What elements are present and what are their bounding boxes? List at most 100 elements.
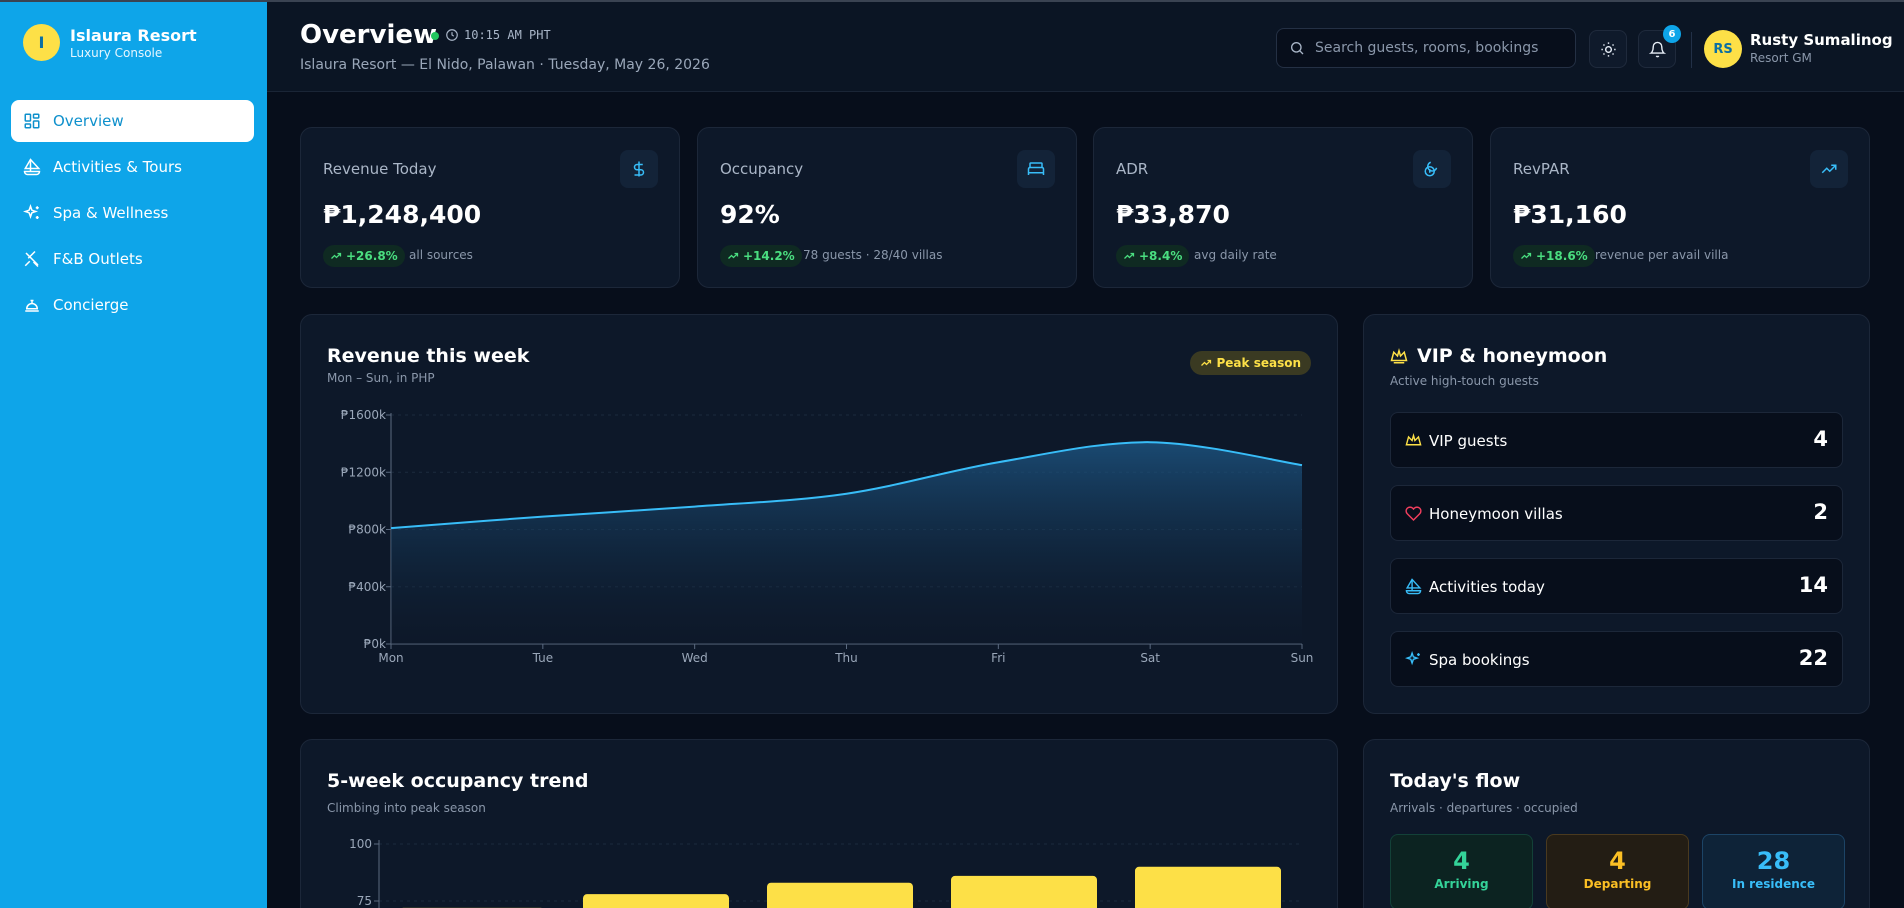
card-title: Today's flow	[1390, 770, 1521, 792]
sidebar-item-label: Spa & Wellness	[53, 204, 169, 222]
coins-icon	[1424, 161, 1438, 177]
stat-label: Departing	[1583, 877, 1652, 891]
chart-title: Revenue this week	[327, 345, 530, 367]
bed-icon	[1027, 162, 1045, 175]
kpi-value: ₱33,870	[1116, 200, 1230, 229]
list-item-count: 14	[1798, 573, 1828, 597]
page-title: Overview	[300, 20, 438, 50]
notifications-button[interactable]: 6	[1638, 25, 1681, 68]
y-tick-label: ₱1600k	[341, 408, 386, 422]
stat-value: 4	[1609, 847, 1626, 875]
trend-up-icon	[728, 252, 739, 259]
heart-icon	[1405, 506, 1422, 522]
kpi-icon-wrapper	[1017, 150, 1055, 188]
search-input[interactable]	[1315, 40, 1565, 56]
sparkles-icon	[1405, 651, 1420, 666]
kpi-note: avg daily rate	[1194, 248, 1277, 262]
y-tick-label: ₱0k	[364, 637, 386, 651]
kpi-label: Revenue Today	[323, 160, 437, 178]
kpi-label: Occupancy	[720, 160, 804, 178]
sidebar-item-concierge[interactable]: Concierge	[11, 284, 254, 326]
kpi-icon-wrapper	[620, 150, 658, 188]
list-item-label: Honeymoon villas	[1429, 505, 1563, 523]
avatar[interactable]: RS	[1704, 30, 1742, 68]
kpi-delta-value: +18.6%	[1536, 249, 1588, 263]
badge-label: Peak season	[1216, 356, 1302, 370]
stat-label: Arriving	[1434, 877, 1489, 891]
stat-label: In residence	[1731, 877, 1816, 891]
x-tick-label: Thu	[834, 651, 858, 665]
x-tick-label: Sun	[1291, 651, 1314, 665]
bell-icon	[1648, 41, 1666, 57]
sidebar-item-label: Concierge	[53, 296, 129, 314]
kpi-icon-wrapper	[1413, 150, 1451, 188]
concierge-bell-icon	[25, 299, 39, 312]
sidebar-item-overview[interactable]: Overview	[11, 100, 254, 142]
current-time: 10:15 AM PHT	[464, 28, 551, 42]
todays-flow-card: Today's flow Arrivals · departures · occ…	[1363, 739, 1870, 908]
x-tick-label: Mon	[378, 651, 403, 665]
stat-value: 4	[1453, 847, 1470, 875]
kpi-card-occupancy: Occupancy 92% +14.2% 78 guests · 28/40 v…	[697, 127, 1077, 288]
trend-up-icon	[1821, 164, 1837, 174]
list-item[interactable]: Spa bookings 22	[1390, 631, 1843, 687]
search-bar[interactable]	[1276, 28, 1576, 68]
x-tick-label: Fri	[991, 651, 1005, 665]
kpi-label: RevPAR	[1513, 160, 1570, 178]
sidebar: I Islaura Resort Luxury Console Overview…	[0, 2, 267, 908]
kpi-delta-value: +8.4%	[1139, 249, 1183, 263]
trend-up-icon	[1124, 252, 1135, 259]
kpi-delta-value: +26.8%	[346, 249, 398, 263]
x-tick-label: Tue	[532, 651, 554, 665]
trend-up-icon	[331, 252, 342, 259]
y-tick-label: 100	[349, 837, 372, 851]
list-item-count: 2	[1813, 500, 1828, 524]
y-tick-label: 75	[357, 894, 372, 908]
utensils-icon	[24, 250, 39, 268]
sun-icon	[1600, 41, 1616, 57]
theme-toggle-button[interactable]	[1589, 30, 1627, 68]
list-item[interactable]: Activities today 14	[1390, 558, 1843, 614]
kpi-delta-badge: +18.6%	[1513, 245, 1595, 267]
user-role: Resort GM	[1750, 51, 1812, 65]
trend-up-icon	[1521, 252, 1532, 259]
sparkles-icon	[23, 204, 39, 220]
clock-icon	[446, 29, 458, 41]
kpi-card-adr: ADR ₱33,870 +8.4% avg daily rate	[1093, 127, 1473, 288]
kpi-card-revenue: Revenue Today ₱1,248,400 +26.8% all sour…	[300, 127, 680, 288]
kpi-icon-wrapper	[1810, 150, 1848, 188]
user-name: Rusty Sumalinog	[1750, 31, 1893, 49]
list-item-label: Activities today	[1429, 578, 1545, 596]
y-tick-label: ₱400k	[349, 580, 387, 594]
sidebar-item-activities[interactable]: Activities & Tours	[11, 146, 254, 188]
revenue-area-chart: ₱0k ₱400k ₱800k ₱1200k ₱1600k Mon Tue Wed Thu Fri…	[341, 408, 1314, 665]
list-item[interactable]: Honeymoon villas 2	[1390, 485, 1843, 541]
sidebar-item-fnb[interactable]: F&B Outlets	[11, 238, 254, 280]
brand: I Islaura Resort Luxury Console	[23, 24, 197, 61]
sidebar-nav: Overview Activities & Tours Spa & Wellne…	[11, 100, 254, 330]
kpi-delta-badge: +26.8%	[323, 245, 405, 267]
sidebar-item-label: F&B Outlets	[53, 250, 143, 268]
list-item-count: 4	[1813, 427, 1828, 451]
sidebar-item-spa[interactable]: Spa & Wellness	[11, 192, 254, 234]
crown-icon	[1405, 432, 1422, 446]
occupancy-bar	[951, 875, 1097, 908]
list-item[interactable]: VIP guests 4	[1390, 412, 1843, 468]
notification-count-badge: 6	[1663, 25, 1681, 43]
arriving-stat: 4 Arriving	[1390, 834, 1533, 908]
header-divider	[1691, 32, 1692, 68]
chart-subtitle: Mon – Sun, in PHP	[327, 371, 435, 385]
crown-icon	[1390, 348, 1408, 364]
kpi-delta-badge: +8.4%	[1116, 245, 1190, 267]
kpi-value: 92%	[720, 200, 780, 229]
live-status-dot	[431, 32, 439, 40]
card-title: VIP & honeymoon	[1417, 345, 1608, 367]
kpi-label: ADR	[1116, 160, 1149, 178]
page-subtitle: Islaura Resort — El Nido, Palawan · Tues…	[300, 57, 710, 73]
occupancy-bar	[583, 894, 729, 908]
trend-up-icon	[1200, 359, 1211, 366]
top-header: Overview 10:15 AM PHT Islaura Resort — E…	[267, 2, 1904, 92]
sailboat-icon	[23, 158, 41, 176]
list-item-count: 22	[1798, 646, 1828, 670]
kpi-value: ₱31,160	[1513, 200, 1627, 229]
